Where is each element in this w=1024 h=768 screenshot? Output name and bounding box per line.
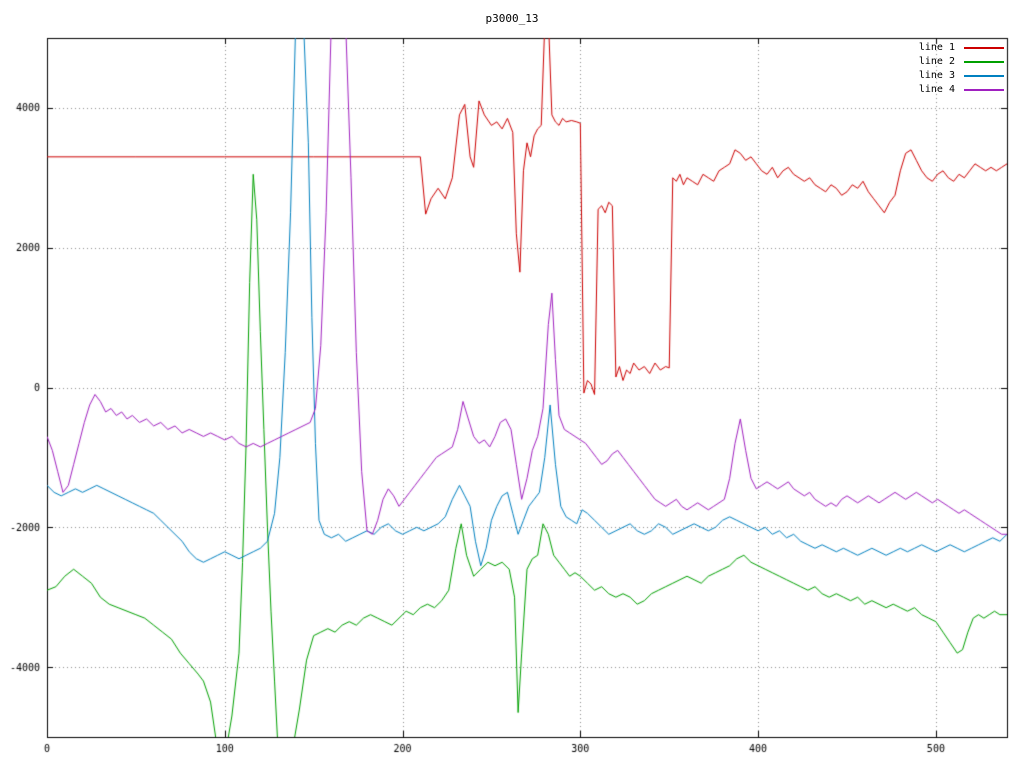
legend-item: line 2 (919, 55, 1004, 68)
legend-label: line 4 (918, 84, 955, 95)
legend-item: line 3 (919, 69, 1004, 82)
legend-item: line 1 (919, 41, 1004, 54)
legend-label: line 2 (918, 56, 955, 67)
legend-label: line 1 (918, 42, 955, 53)
legend-label: line 3 (918, 70, 955, 81)
chart-title: p3000_13 (485, 12, 539, 25)
legend-item: line 4 (919, 83, 1004, 96)
legend-line-sample (964, 46, 1004, 49)
legend: line 1 line 2 line 3 line 4 (919, 41, 1004, 96)
legend-line-sample (964, 74, 1004, 77)
legend-line-sample (964, 88, 1004, 91)
legend-line-sample (964, 60, 1004, 63)
